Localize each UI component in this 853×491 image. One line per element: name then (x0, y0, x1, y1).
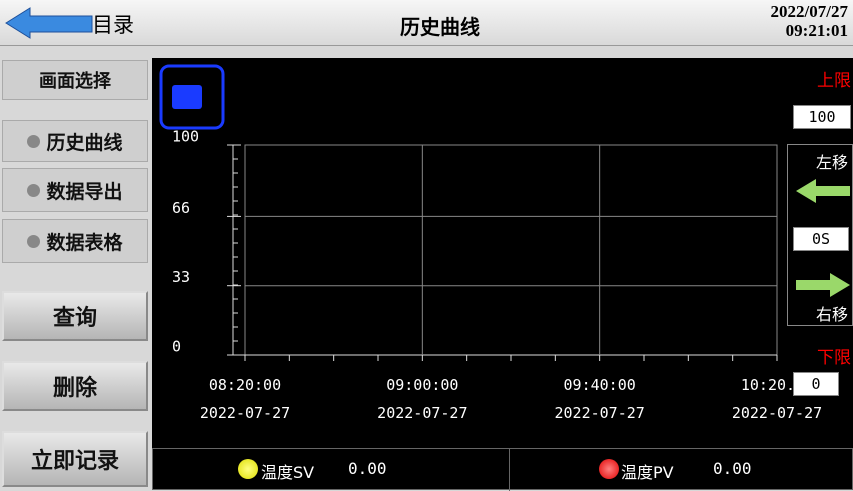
divider (509, 449, 510, 491)
x-tick-date: 2022-07-27 (732, 404, 822, 422)
dot (27, 183, 41, 197)
upper-value[interactable]: 100 (793, 105, 851, 129)
x-tick-date: 2022-07-27 (377, 404, 467, 422)
time: 09:21:01 (785, 21, 848, 40)
x-tick-time: 09:40:00 (564, 376, 636, 394)
left-arrow[interactable] (796, 179, 850, 203)
dot (27, 134, 41, 148)
trend-chart: 0 33 66 100 08:20:00 2022-07-27 09:00:00 2022-0… (159, 64, 822, 422)
x-tick-date: 2022-07-27 (555, 404, 645, 422)
right-label[interactable]: 右移 (815, 305, 848, 324)
offset[interactable]: 0S (793, 227, 849, 251)
menu-heading: 画面选择 (2, 60, 148, 100)
footer: 温度SV 0.00 温度PV 0.00 (152, 448, 853, 491)
pv-dot (599, 459, 619, 479)
indicator (172, 85, 202, 109)
lower-value[interactable]: 0 (793, 372, 839, 396)
back-label[interactable]: 目录 (92, 13, 134, 37)
dot (27, 234, 41, 248)
pv-name: 温度PV (621, 463, 674, 482)
y-tick-label: 0 (172, 338, 181, 356)
indicator-frame (159, 64, 225, 130)
upper-label: 上限 (817, 71, 851, 91)
back-arrow[interactable] (4, 6, 94, 40)
sv-name: 温度SV (261, 463, 315, 482)
x-tick-time: 09:00:00 (386, 376, 458, 394)
record-button[interactable]: 立即记录 (2, 431, 148, 487)
trend-area: 0 33 66 100 08:20:00 2022-07-27 09:00:00 2022-0… (152, 58, 853, 491)
header: 目录 历史曲线 2022/07/27 09:21:01 (0, 0, 853, 46)
clock: 2022/07/27 09:21:01 (730, 2, 848, 40)
menu-item[interactable]: 历史曲线 (2, 120, 148, 162)
y-tick-label: 100 (172, 128, 199, 146)
left-label[interactable]: 左移 (815, 153, 848, 172)
lower-label: 下限 (817, 348, 851, 368)
menu-item[interactable]: 数据表格 (2, 219, 148, 263)
y-tick-label: 66 (172, 199, 190, 217)
menu-label: 历史曲线 (46, 131, 123, 154)
x-tick-date: 2022-07-27 (200, 404, 290, 422)
x-tick-time: 08:20:00 (209, 376, 281, 394)
shift-group: 左移 0S 右移 (787, 144, 853, 326)
menu-label: 数据导出 (46, 180, 123, 203)
query-button[interactable]: 查询 (2, 291, 148, 341)
right-arrow[interactable] (796, 273, 850, 297)
delete-button[interactable]: 删除 (2, 361, 148, 411)
pv-value: 0.00 (713, 459, 752, 478)
sv-dot (238, 459, 258, 479)
menu-label: 数据表格 (46, 231, 123, 254)
y-tick-label: 33 (172, 268, 190, 286)
right-panel: 上限 100 左移 0S 右移 下限 0 (787, 58, 853, 396)
title: 历史曲线 (400, 15, 480, 39)
menu-item[interactable]: 数据导出 (2, 168, 148, 212)
plot-frame (244, 144, 778, 356)
sv-value: 0.00 (348, 459, 387, 478)
date: 2022/07/27 (770, 2, 848, 21)
